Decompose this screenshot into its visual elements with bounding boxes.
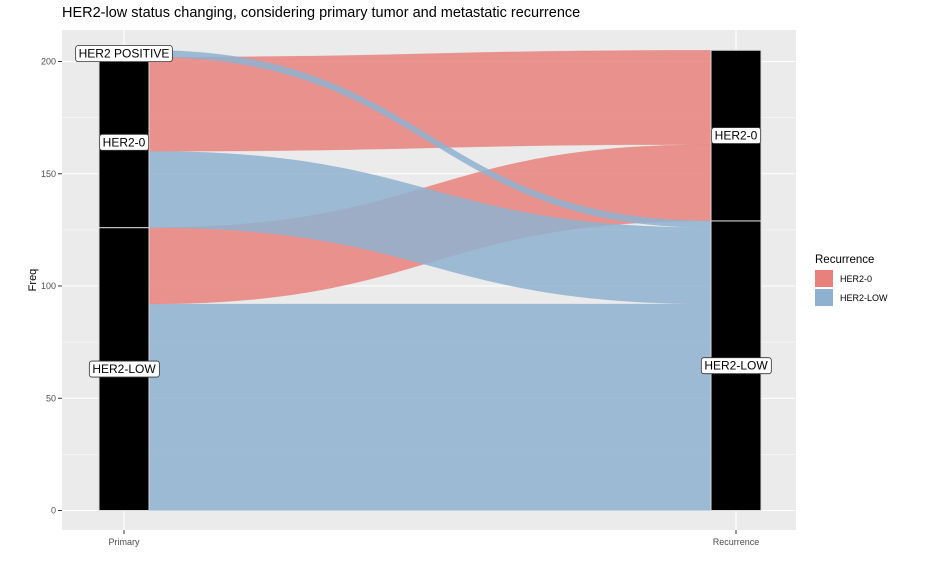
x-tick-label: Recurrence xyxy=(713,537,760,547)
legend-swatch xyxy=(815,270,833,287)
stratum-label-box xyxy=(88,360,160,378)
stratum-label-text: HER2-0 xyxy=(715,129,758,143)
stratum-label-her2-low: HER2-LOW xyxy=(700,357,772,375)
stratum-label-text: HER2-LOW xyxy=(92,362,156,376)
legend-label: HER2-0 xyxy=(840,274,872,284)
legend-label: HER2-LOW xyxy=(840,293,888,303)
stratum-label-layer: HER2-LOW HER2-0 HER2 POSITIVE HER2-LOW HER2-… xyxy=(75,45,772,378)
legend: Recurrence HER2-0 HER2-LOW xyxy=(815,254,888,306)
stratum-label-her2-positive: HER2 POSITIVE xyxy=(75,45,173,63)
stratum-label-text: HER2-0 xyxy=(103,135,146,149)
y-tick-label: 200 xyxy=(41,57,56,67)
stratum-label-text: HER2-LOW xyxy=(704,359,768,373)
legend-swatch xyxy=(815,289,833,306)
y-tick-label: 50 xyxy=(46,393,56,403)
stratum-label-box xyxy=(75,45,173,63)
y-tick-label: 100 xyxy=(41,281,56,291)
stratum-label-her2-0: HER2-0 xyxy=(711,127,762,144)
y-tick-label: 150 xyxy=(41,169,56,179)
stratum-label-box xyxy=(99,133,150,151)
x-tick-label: Primary xyxy=(109,537,140,547)
chart-title: HER2-low status changing, considering pr… xyxy=(62,5,581,21)
stratum-label-box xyxy=(711,127,762,144)
stratum-label-box xyxy=(700,357,772,375)
flow-her2-low-to-her2-low xyxy=(148,303,712,511)
legend-title: Recurrence xyxy=(815,254,874,266)
stratum-label-her2-0: HER2-0 xyxy=(99,133,150,151)
stratum-label-her2-low: HER2-LOW xyxy=(88,360,160,378)
flow-layer xyxy=(148,50,712,511)
y-tick-label: 0 xyxy=(51,506,56,516)
stratum-label-text: HER2 POSITIVE xyxy=(79,47,170,61)
axis-layer: 0 50 100 150 200 Primary Recurrence Freq xyxy=(27,57,759,548)
y-axis-title: Freq xyxy=(27,269,39,292)
